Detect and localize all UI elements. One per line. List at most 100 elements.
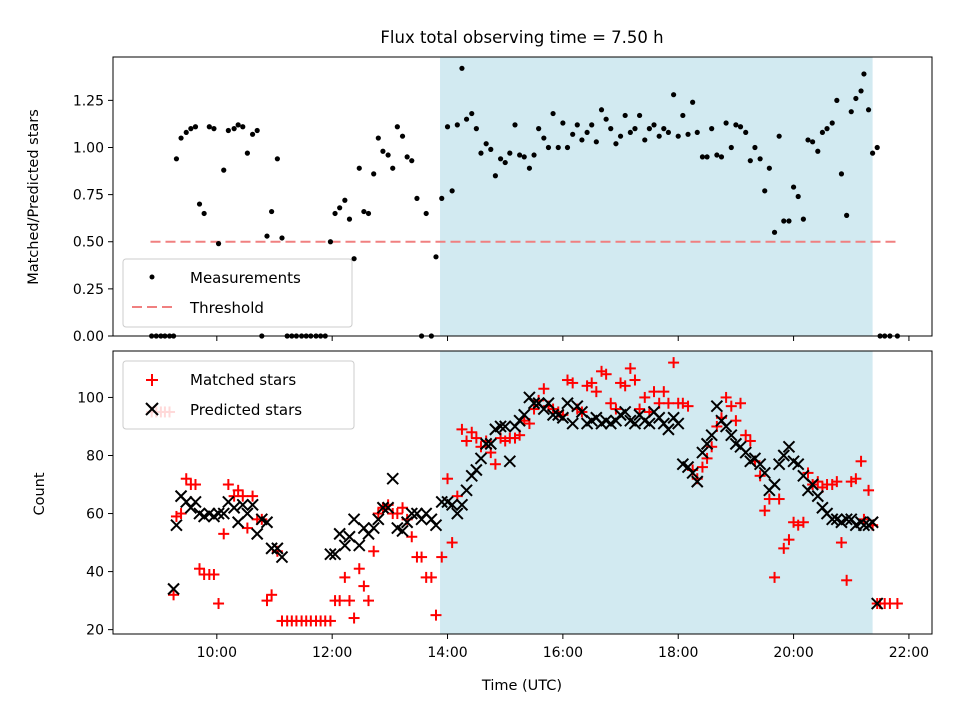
measurement-point [646, 126, 652, 132]
matched-star-point [720, 391, 732, 403]
matched-star-point [213, 598, 225, 610]
measurement-points [149, 65, 900, 339]
measurement-point [834, 97, 840, 103]
measurement-point [399, 133, 406, 139]
measurement-point [409, 158, 415, 164]
measurement-point [810, 139, 816, 145]
matched-star-point [634, 403, 646, 415]
measurement-point [469, 110, 475, 117]
predicted-star-point [498, 420, 512, 433]
predicted-star-point [212, 507, 225, 520]
measurement-point [861, 71, 867, 77]
predicted-star-point [791, 457, 805, 471]
predicted-stars-points [167, 391, 884, 610]
matched-star-point [406, 531, 418, 543]
measurement-point [196, 201, 203, 207]
matched-star-point [850, 473, 862, 485]
measurement-point [201, 210, 207, 217]
matched-star-point [397, 502, 409, 514]
predicted-star-point [826, 513, 839, 526]
matched-star-point [706, 441, 718, 453]
measurement-point [507, 150, 513, 156]
measurement-point [709, 126, 715, 132]
matched-star-point [778, 542, 790, 554]
y-tick-label: 80 [86, 448, 104, 464]
matched-star-point [368, 545, 380, 557]
predicted-star-point [405, 507, 418, 520]
matched-star-point [600, 368, 612, 380]
measurement-point [492, 173, 498, 179]
measurement-point [704, 154, 710, 160]
predicted-star-point [275, 550, 289, 564]
predicted-star-point [672, 417, 685, 430]
matched-star-point [773, 493, 785, 505]
measurement-point [173, 156, 180, 162]
predicted-star-point [575, 405, 589, 419]
measurement-point [254, 127, 260, 134]
measurement-point [795, 193, 801, 200]
predicted-star-point [705, 428, 718, 442]
measurement-point [579, 137, 585, 143]
matched-star-point [232, 484, 244, 496]
matched-star-point [624, 362, 636, 374]
matched-star-point [629, 374, 641, 386]
matched-star-point [470, 432, 482, 444]
predicted-star-point [725, 428, 738, 442]
predicted-star-point [343, 530, 356, 543]
predicted-star-point [189, 495, 202, 509]
measurement-point [178, 135, 184, 141]
measurement-point [541, 135, 547, 141]
matched-star-point [658, 386, 670, 398]
measurement-point [414, 195, 420, 201]
measurement-point [394, 124, 400, 130]
measurement-point [589, 122, 595, 128]
predicted-star-point [435, 495, 448, 509]
measurement-point [279, 235, 285, 241]
measurement-point [865, 107, 872, 113]
measurement-point [361, 208, 367, 215]
matched-star-point [208, 568, 220, 580]
predicted-star-point [871, 597, 884, 610]
measurement-point [781, 218, 787, 224]
bottom-legend: Matched stars Predicted stars [122, 360, 355, 430]
predicted-star-point [618, 405, 632, 419]
measurement-point [584, 129, 590, 136]
predicted-star-point [455, 498, 469, 512]
measurement-point [497, 156, 504, 162]
measurement-point [433, 254, 439, 260]
predicted-star-point [400, 516, 414, 529]
measurement-point [714, 152, 720, 158]
matched-star-point [442, 473, 454, 485]
predicted-star-point [227, 501, 241, 514]
predicted-star-point [167, 582, 180, 596]
matched-star-point [247, 490, 259, 502]
predicted-star-point [811, 489, 825, 503]
legend-matched-marker [146, 374, 158, 386]
top-x-axis-ticks [216, 336, 910, 341]
measurement-point [815, 148, 821, 154]
matched-star-point [324, 615, 336, 627]
measurement-point [737, 124, 744, 130]
matched-star-point [735, 397, 747, 409]
matched-star-point [168, 589, 180, 601]
measurement-point [459, 65, 465, 71]
shaded-span [440, 57, 873, 336]
predicted-star-point [333, 527, 346, 541]
measurement-point [570, 131, 576, 137]
matched-star-point [461, 435, 473, 447]
matched-star-point [425, 571, 437, 583]
predicted-star-point [265, 542, 278, 555]
measurement-point [327, 239, 334, 245]
matched-star-point [763, 493, 775, 505]
predicted-star-point [470, 463, 483, 477]
measurement-point [632, 126, 638, 132]
measurement-point [805, 137, 811, 143]
measurement-point [627, 129, 633, 136]
measurement-point [874, 144, 880, 151]
matched-star-point [590, 386, 602, 398]
predicted-star-point [628, 417, 642, 430]
measurement-point [642, 137, 648, 143]
measurement-point [225, 127, 231, 134]
measurement-point [550, 110, 556, 117]
bottom-x-axis: 10:00 12:00 14:00 16:00 18:00 20:00 22:00 [197, 634, 929, 661]
